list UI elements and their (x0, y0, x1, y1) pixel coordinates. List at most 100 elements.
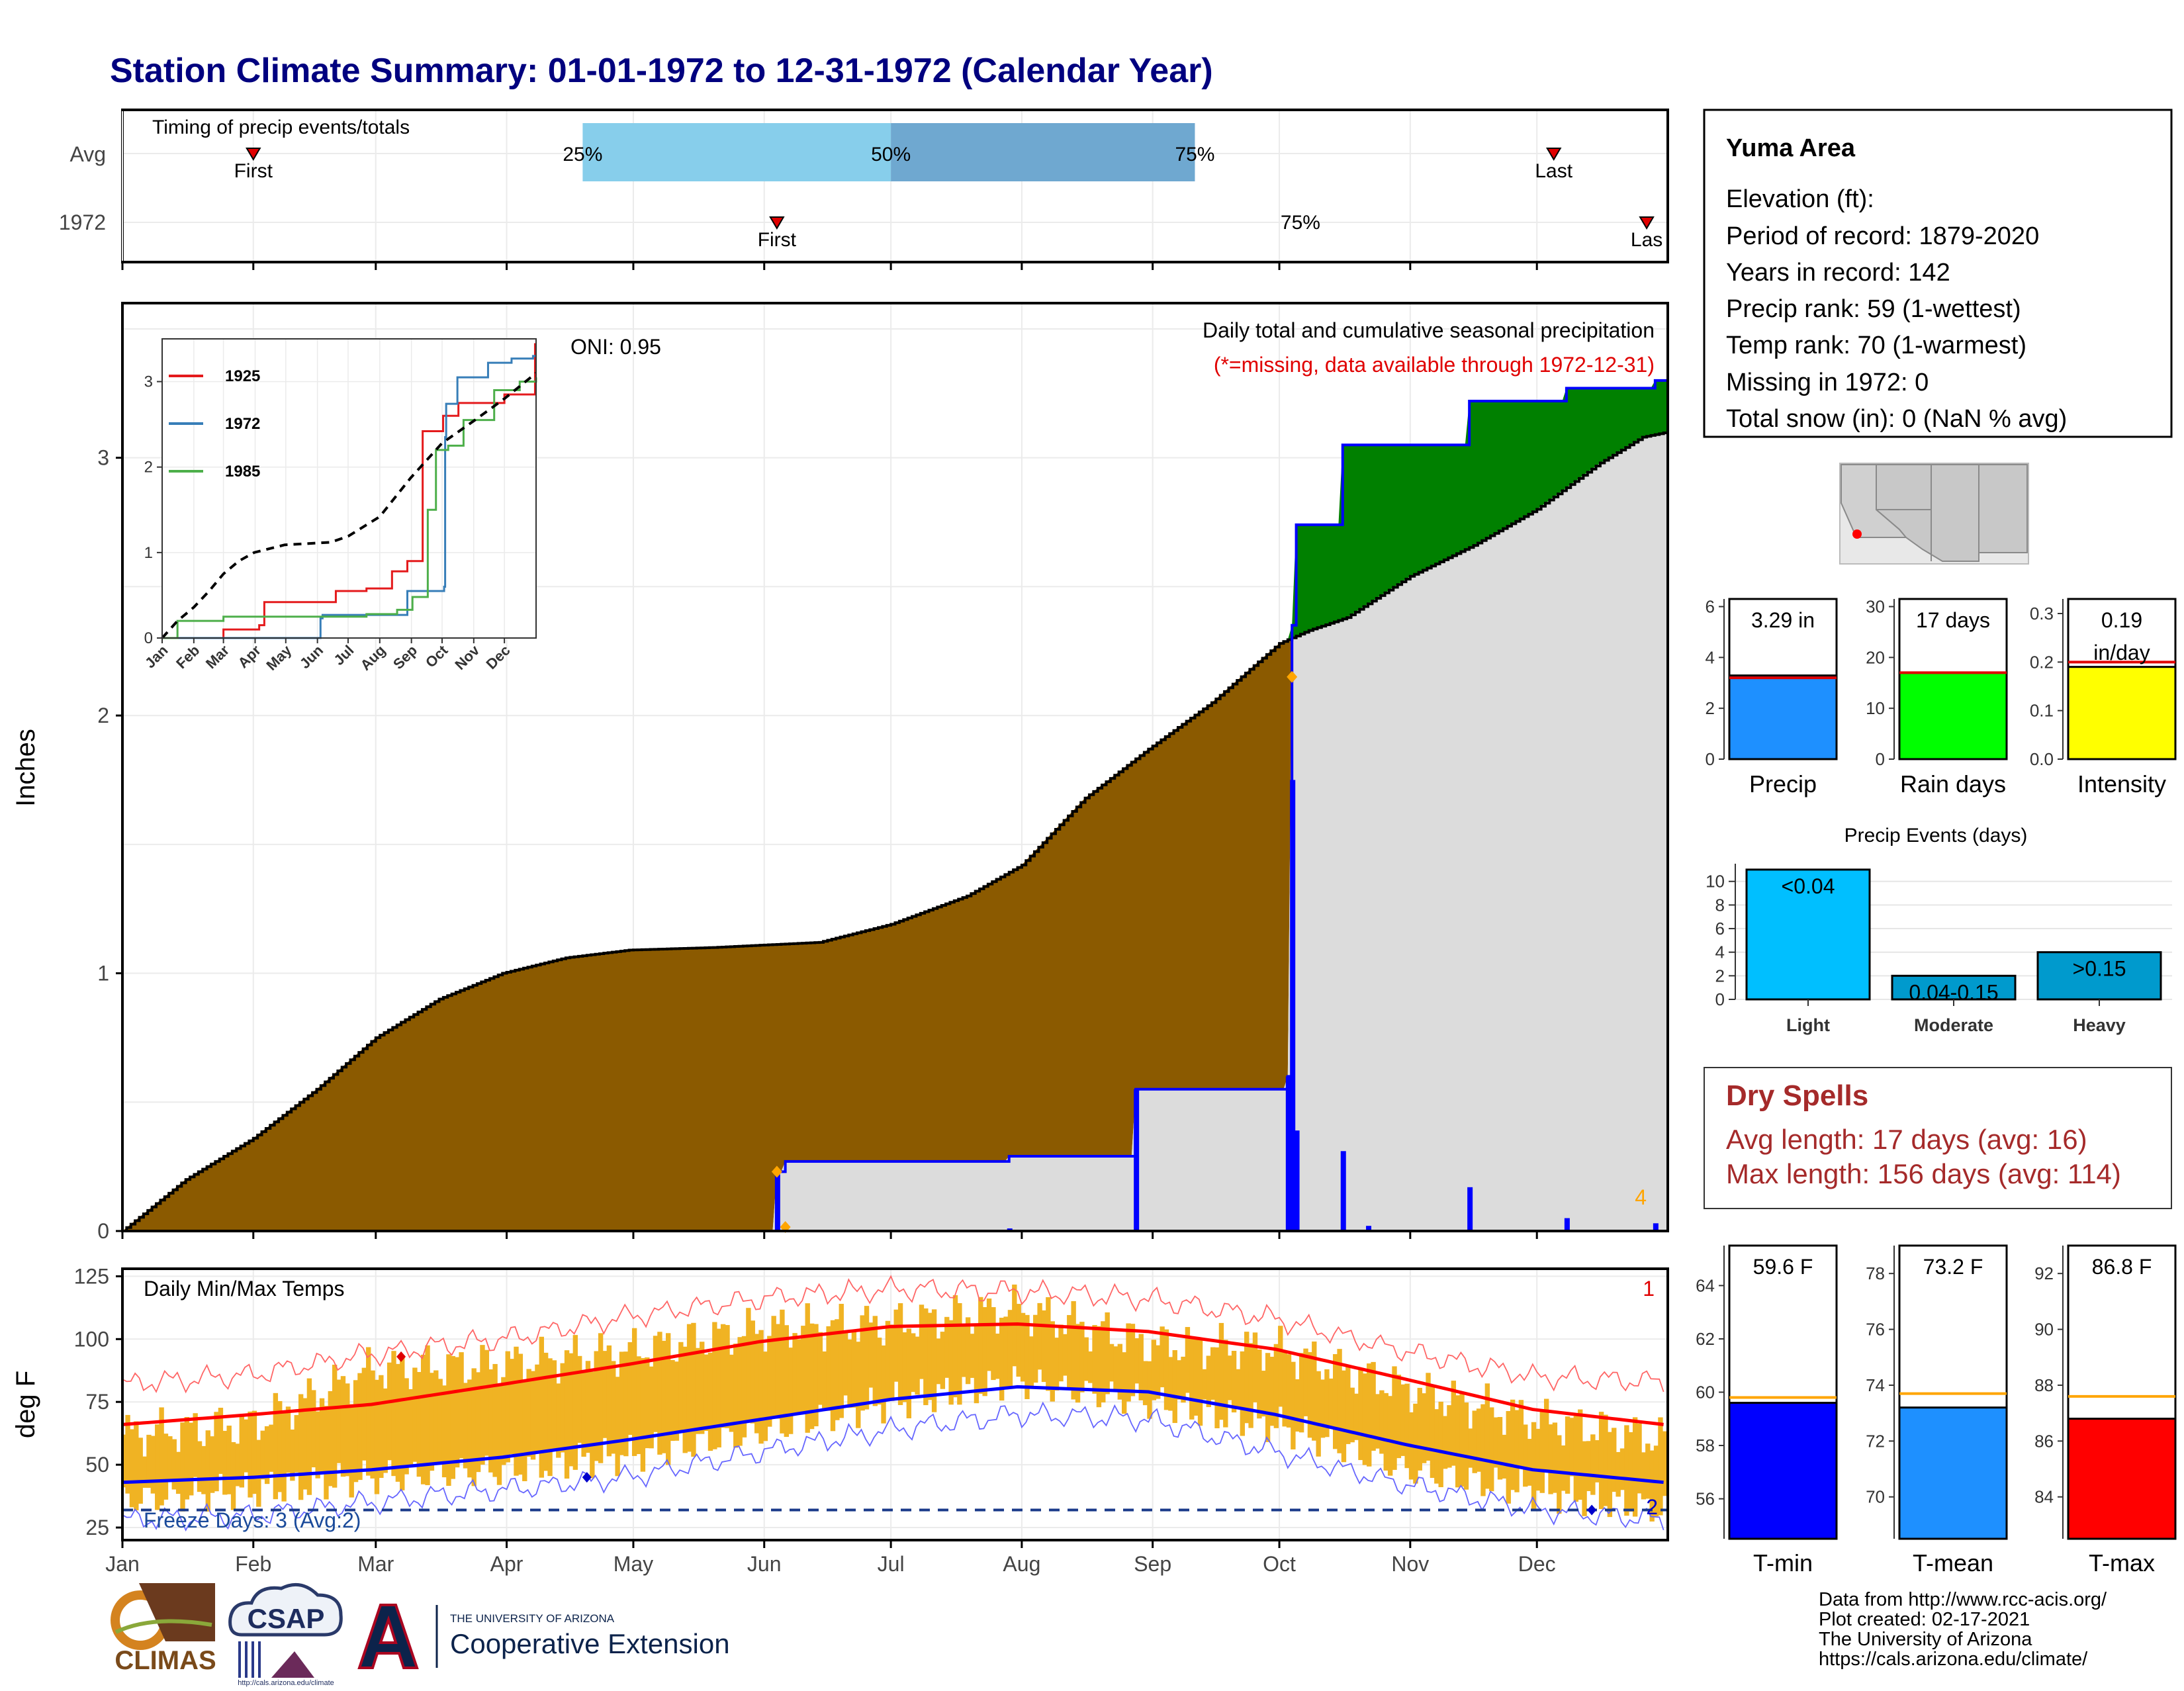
temp-x-tick-label-jun: Jun (747, 1552, 782, 1576)
temp-day-bar-144 (729, 1354, 735, 1432)
temp-day-bar-359 (1637, 1423, 1642, 1494)
temp-day-bar-190 (923, 1308, 929, 1406)
temp-day-bar-252 (1185, 1327, 1191, 1393)
oni-label: ONI: 0.95 (570, 335, 661, 359)
temp-day-bar-32 (256, 1440, 261, 1507)
temp-day-bar-357 (1628, 1432, 1633, 1512)
temp-day-bar-33 (260, 1430, 265, 1480)
temp-day-bar-4 (138, 1438, 143, 1504)
tmean-y-tick-label: 76 (1866, 1320, 1885, 1340)
station-temp-rank: Temp rank: 70 (1-warmest) (1726, 332, 2026, 359)
temp-day-bar-184 (897, 1303, 903, 1405)
missing-marker-2 (1287, 670, 1298, 683)
temp-day-bar-110 (585, 1361, 591, 1453)
csap-logo: CSAP http://cals.arizona.edu/climate (228, 1582, 343, 1687)
temp-day-bar-70 (416, 1372, 422, 1477)
temp-day-bar-151 (758, 1330, 764, 1444)
precip_total-value-bar (1728, 674, 1838, 760)
temp-day-bar-3 (134, 1421, 139, 1511)
temp-day-bar-36 (273, 1393, 279, 1500)
temp-day-bar-291 (1349, 1387, 1355, 1443)
temp-day-bar-248 (1168, 1357, 1173, 1411)
temp-day-bar-155 (775, 1324, 781, 1419)
temp-day-bar-9 (159, 1407, 164, 1506)
above-average-area (122, 380, 1668, 1232)
temp-day-bar-276 (1286, 1354, 1292, 1428)
events-bar-label-heavy: >0.15 (2073, 957, 2126, 981)
avg-last-label: Last (1535, 160, 1572, 182)
temp-day-bar-30 (248, 1411, 253, 1498)
temp-day-bar-218 (1041, 1310, 1047, 1383)
temp-day-bar-275 (1282, 1351, 1287, 1427)
temp-day-bar-170 (839, 1304, 844, 1418)
rain_days-y-tick-label: 30 (1866, 597, 1885, 617)
temp-day-bar-134 (686, 1324, 692, 1452)
temp-day-bar-87 (488, 1369, 494, 1473)
temp-day-bar-125 (649, 1366, 654, 1449)
temp-day-bar-67 (404, 1378, 409, 1475)
dry-spells-frame (1704, 1067, 2172, 1209)
footer-line-4: https://cals.arizona.edu/climate/ (1819, 1649, 2088, 1670)
temp-day-bar-164 (813, 1324, 819, 1427)
temp-day-bar-351 (1603, 1414, 1608, 1506)
temp-day-bar-80 (459, 1352, 464, 1459)
temp-day-bar-143 (725, 1325, 730, 1428)
temp-day-bar-60 (374, 1379, 380, 1494)
temp-day-bar-22 (214, 1412, 219, 1492)
temp-day-bar-285 (1324, 1369, 1330, 1438)
temp-day-bar-160 (796, 1339, 802, 1414)
inset-lines (161, 343, 537, 639)
temp-day-bar-287 (1332, 1353, 1338, 1449)
temp-day-bar-342 (1565, 1416, 1570, 1494)
temp-day-bar-40 (290, 1429, 295, 1481)
temp-day-bar-122 (636, 1356, 641, 1455)
temp-day-bar-96 (526, 1369, 531, 1457)
temp-day-bar-212 (1016, 1304, 1021, 1377)
temp-day-bar-356 (1624, 1425, 1629, 1516)
temp-day-bar-215 (1028, 1336, 1034, 1389)
temp-day-bar-126 (653, 1336, 659, 1432)
temp-day-bar-73 (429, 1373, 435, 1471)
temp-day-bar-186 (906, 1328, 912, 1418)
cumulative-grey-area (122, 432, 1668, 1232)
inset-frame (161, 338, 537, 639)
temp-day-bar-332 (1523, 1424, 1528, 1487)
temp-day-bar-64 (391, 1351, 396, 1477)
precip_total-category-label: Precip (1749, 770, 1817, 798)
temp-day-bar-51 (336, 1379, 341, 1463)
temp-day-bar-28 (239, 1414, 245, 1488)
daily-precip-bar-7 (1366, 1226, 1372, 1231)
timing-p25-label: 25% (563, 144, 602, 165)
precip-events-title: Precip Events (days) (1844, 825, 2028, 846)
temp-day-bar-235 (1113, 1346, 1118, 1392)
temp-day-bar-321 (1476, 1408, 1482, 1472)
temp-day-bar-201 (970, 1334, 975, 1378)
temp-day-bar-142 (720, 1324, 726, 1428)
temp-day-bar-195 (944, 1316, 950, 1378)
tmin-category-label: T-min (1753, 1549, 1813, 1577)
precip-frame (121, 302, 1669, 1232)
temp-day-bar-94 (518, 1353, 523, 1475)
temp-day-bar-129 (665, 1333, 671, 1465)
temp-day-bar-31 (251, 1410, 257, 1494)
temp-day-bar-360 (1641, 1452, 1647, 1500)
temp-day-bar-14 (180, 1422, 185, 1512)
rain_days-y-tick-label: 10 (1866, 698, 1885, 718)
timing-title: Timing of precip events/totals (152, 116, 410, 138)
temp-day-bar-228 (1083, 1337, 1089, 1381)
temp-x-tick-label-aug: Aug (1003, 1552, 1040, 1576)
temp-x-tick-label-jul: Jul (878, 1552, 905, 1576)
temp-day-bar-221 (1054, 1338, 1060, 1391)
temp-day-bar-140 (712, 1322, 717, 1449)
temp-day-bar-82 (467, 1379, 473, 1478)
temp-day-bar-331 (1518, 1400, 1524, 1469)
temp-day-bar-313 (1442, 1416, 1448, 1469)
temp-day-bar-45 (311, 1390, 316, 1468)
precip_total-y-tick-label: 6 (1706, 597, 1715, 617)
tmean-category-label: T-mean (1913, 1549, 1993, 1577)
temp-day-bar-39 (285, 1406, 291, 1473)
tmean-y-tick-label: 72 (1866, 1431, 1885, 1451)
csap-bars-icon (238, 1641, 261, 1678)
timing-p50-label: 50% (871, 144, 911, 165)
